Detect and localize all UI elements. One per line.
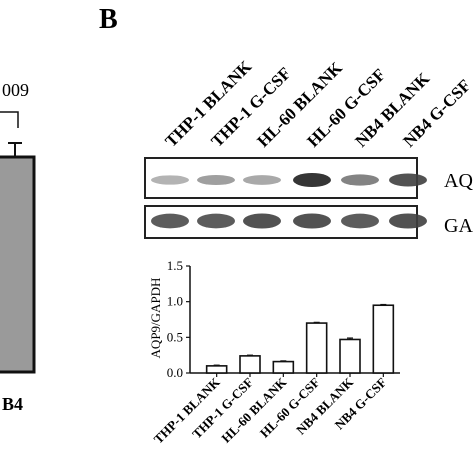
bands-aqp9 bbox=[151, 172, 427, 188]
blot-label-aqp9: AQ bbox=[444, 170, 473, 192]
panel-a: 009 B4 bbox=[0, 80, 36, 414]
panel-a-significance-bracket bbox=[0, 111, 19, 128]
blot-band bbox=[243, 213, 281, 229]
panel-a-x-label: B4 bbox=[2, 394, 23, 414]
y-tick-label: 1.0 bbox=[167, 294, 183, 309]
bar bbox=[305, 322, 328, 374]
y-tick-label: 1.5 bbox=[167, 258, 183, 273]
blot-band bbox=[389, 173, 427, 187]
bar bbox=[205, 365, 228, 374]
bar bbox=[339, 338, 361, 374]
panel-a-pvalue: 009 bbox=[2, 80, 29, 100]
blot-band bbox=[341, 213, 379, 229]
panel-b-label: B bbox=[99, 4, 118, 35]
western-blots: AQ GA bbox=[144, 157, 473, 239]
blot-band bbox=[197, 174, 235, 186]
blot-band bbox=[151, 213, 189, 229]
bars bbox=[205, 303, 395, 377]
blot-band bbox=[243, 175, 281, 185]
blot-band bbox=[293, 172, 331, 188]
blot-band bbox=[197, 213, 235, 229]
bar bbox=[272, 360, 295, 374]
bar-chart: AQP9/GAPDH 0.0 0.5 1.0 1.5 THP-1 BLANKTHP-1… bbox=[148, 258, 400, 447]
blot-band bbox=[151, 175, 189, 185]
y-tick-label: 0.5 bbox=[167, 329, 183, 344]
blot-band bbox=[389, 213, 427, 229]
lane-label: THP-1 G-CSF bbox=[207, 64, 294, 151]
bar bbox=[372, 304, 395, 374]
bands-gapdh bbox=[151, 213, 427, 229]
blot-band bbox=[293, 213, 331, 229]
bar bbox=[239, 355, 261, 374]
panel-a-bar bbox=[0, 155, 36, 374]
blot-band bbox=[341, 174, 379, 186]
y-axis-title: AQP9/GAPDH bbox=[148, 278, 163, 359]
blot-label-gapdh: GA bbox=[444, 215, 473, 237]
y-tick-label: 0.0 bbox=[167, 365, 183, 380]
